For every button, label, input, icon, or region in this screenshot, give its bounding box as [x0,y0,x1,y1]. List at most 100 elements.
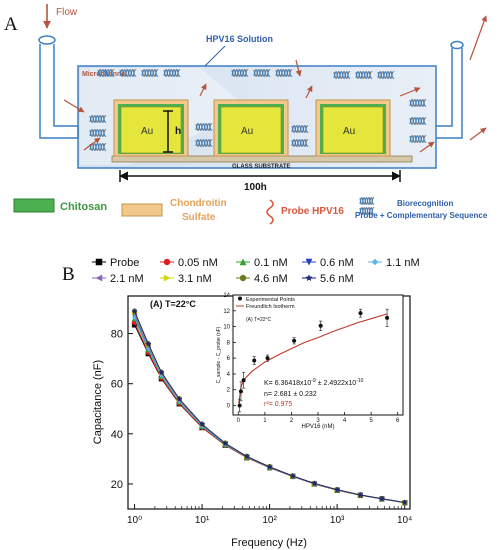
legend-biorec-label-2: Probe + Complementary Sequence [355,211,488,220]
dna-strands [89,69,427,151]
inset-point-marker [292,338,297,343]
legend-marker [239,258,247,266]
flow-arrow-8 [469,127,487,141]
inset-ylabel: C_sample - C_probe (nF) [216,326,222,383]
inset-fit-curve [238,313,388,404]
inset-data-point [241,372,246,389]
flow-arrow-3 [199,83,207,97]
legend-biorecognition-icon [359,197,375,215]
inset-x-tick-label: 0 [237,418,241,424]
legend-label: 2.1 nM [110,273,144,285]
inset-y-tick-label: 6 [227,356,231,362]
legend-probe-label: Probe HPV16 [281,206,344,217]
main-chart-annotation: (A) T=22°C [150,299,196,309]
inset-x-tick-label: 3 [316,418,320,424]
legend-marker [163,258,171,266]
inset-x-tick-label: 5 [369,418,373,424]
inset-y-tick-label: 2 [227,388,231,394]
dna-strand-3 [141,69,159,77]
dna-strand-10 [377,71,395,79]
legend-marker [305,258,313,266]
panel-b-letter: B [62,264,75,285]
inset-legend-fit-label: Freundlich Isotherm [246,304,295,310]
data-point [333,486,341,493]
inset-point-marker [241,378,246,383]
flow-arrow-2 [83,137,101,151]
flow-arrow-1 [63,99,85,113]
legend-label: 0.05 nM [178,257,218,269]
inset-y-tick-label: 0 [227,404,231,410]
data-point [378,495,386,502]
panel-a-letter: A [4,14,18,35]
dna-strand-18 [291,139,309,147]
inset-legend-points-label: Experimental Points [246,297,295,303]
electrode-1: Au [113,99,189,157]
main-chart-series [131,308,408,506]
inset-point-marker [265,356,270,361]
glass-substrate [111,155,413,163]
dna-strand-6 [253,69,271,77]
x-tick-label: 10⁰ [127,515,142,526]
inset-point-marker [358,311,363,316]
flow-label: Flow [56,7,78,18]
inset-x-tick-label: 4 [343,418,347,424]
inset-fit-r2: r²= 0.975 [264,401,292,408]
inset-data-point [385,308,390,327]
legend-label: 5.6 nM [320,273,354,285]
electrode-2-label: Au [241,126,253,137]
legend-label: 0.6 nM [320,257,354,269]
inset-data-point [292,337,297,345]
inset-x-tick-label: 1 [263,418,267,424]
dna-strand-19 [195,123,213,131]
legend-helix-strand-b [359,207,375,215]
x-tick-label: 10⁴ [397,515,412,526]
dna-strand-4 [163,69,181,77]
dna-strand-7 [275,69,293,77]
dna-strand-14 [409,99,427,107]
dna-strand-9 [355,71,373,79]
electrode-3: Au [315,99,391,157]
x-tick-label: 10² [262,515,277,526]
height-label: h [175,126,181,137]
data-point [289,472,296,479]
legend-label: 3.1 nM [178,273,212,285]
x-tick-label: 10¹ [195,515,210,526]
legend-chondroitin-swatch [121,203,163,217]
inlet-tube [39,44,79,139]
x-tick-label: 10³ [330,515,345,526]
flow-arrow-9 [469,15,487,61]
inset-data-point [238,381,243,402]
panel-a-device-diagram: A Flow Microchannel HPV16 Solution GLASS… [4,4,488,225]
inset-fit-n: n= 2.681 ± 0.232 [264,391,317,398]
dna-strand-16 [409,135,427,143]
inset-point-marker [238,389,243,394]
inset-data-point [265,354,270,362]
dna-strand-20 [195,139,213,147]
inset-annotation: (A) T=22°C [246,317,271,323]
length-label: 100h [244,182,267,193]
inset-fit-k: K= 6.36418x10-9 ± 2.4922x10-10 [264,378,364,387]
inset-data-point [252,356,257,365]
inset-y-tick-label: 4 [227,372,231,378]
y-tick-label: 20 [111,479,123,491]
legend-marker [95,258,103,266]
legend-label: Probe [110,257,139,269]
legend-helix-strand-a [359,197,375,205]
dna-strand-2 [119,69,137,77]
data-point [131,308,138,315]
inset-point-marker [318,323,323,328]
legend-marker [163,274,171,282]
hpv16-solution-label: HPV16 Solution [206,34,273,44]
height-marker: h [163,110,181,153]
data-point [311,480,318,487]
main-chart-legend: Probe 0.05 nM 0.1 nM 0.6 nM 1.1 nM 2.1 nM 3.1 … [92,257,420,285]
y-tick-label: 40 [111,429,123,441]
dna-strand-11 [89,115,107,123]
y-tick-label: 60 [111,379,123,391]
electrode-3-label: Au [343,126,355,137]
main-chart-xlabel: Frequency (Hz) [231,537,307,549]
inset-point-marker [237,403,242,408]
